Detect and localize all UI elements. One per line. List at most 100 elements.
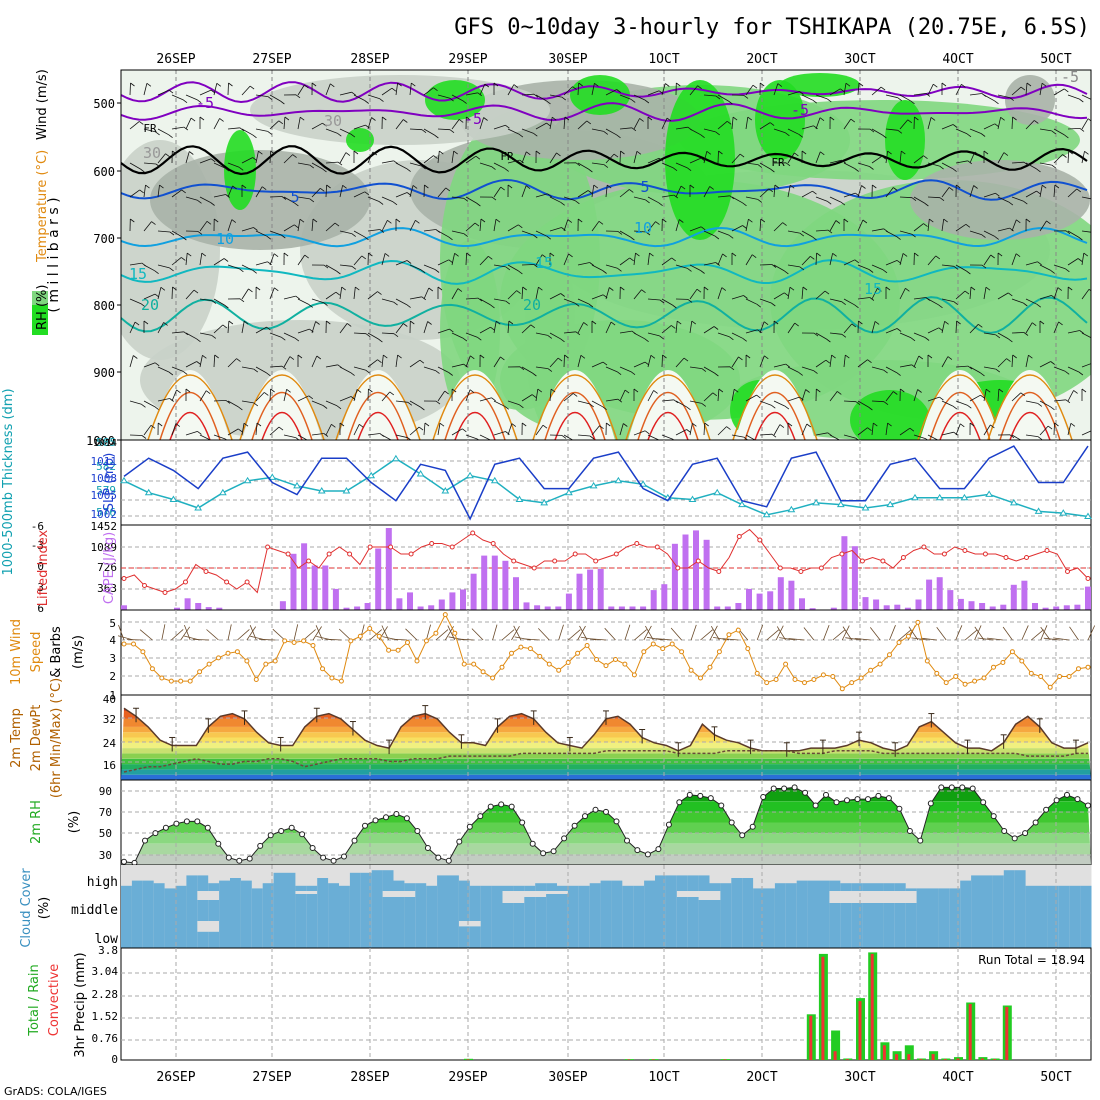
cape-bar — [385, 528, 392, 610]
contour-label: FR — [500, 150, 514, 163]
rh-marker — [288, 824, 295, 831]
wind-barb — [969, 324, 979, 334]
wind-barb — [479, 397, 492, 402]
wind10-marker — [839, 686, 845, 692]
wind-barb — [927, 327, 939, 334]
wind-barb — [633, 430, 646, 436]
cloud-bar-high — [197, 875, 209, 891]
wind-barb-flag — [350, 372, 355, 376]
wind-barb-flag — [978, 323, 983, 328]
wind-barb — [955, 320, 957, 334]
wind-barb-flag — [181, 189, 186, 194]
wind-barb — [899, 196, 913, 199]
wind-barb-flag — [256, 422, 262, 427]
wind-barb-flag — [745, 354, 751, 359]
wind-barb-flag — [484, 83, 490, 88]
wind-barb — [689, 321, 693, 334]
wind-barb — [353, 287, 356, 300]
wind-barb-flag — [1037, 403, 1043, 407]
wind-barb — [227, 358, 237, 368]
wind-barb-flag — [424, 422, 430, 427]
wind-barb — [479, 434, 491, 440]
wind-barb — [283, 356, 291, 368]
wind-barb-flag — [1041, 82, 1047, 87]
wind-barb — [479, 83, 486, 96]
wind-barb-flag — [1065, 268, 1070, 273]
wind-barb-flag — [917, 389, 922, 393]
cloud-bar-low — [894, 921, 907, 948]
wind-barb — [199, 298, 212, 301]
wind-barb — [171, 189, 182, 198]
wind-barb-flag — [729, 366, 735, 371]
cloud-bar-high — [742, 878, 754, 891]
cloud-bar-high — [131, 880, 144, 891]
wind-barb-flag — [295, 94, 301, 99]
lifted-index-marker — [367, 544, 373, 550]
wind-barb — [983, 424, 991, 436]
wind-barb-flag — [475, 155, 481, 160]
wind-barb — [507, 224, 519, 232]
wind-barb-flag — [172, 286, 177, 291]
wind-barb — [521, 93, 535, 96]
wind-barb — [647, 355, 652, 368]
wind-barb-flag — [1094, 199, 1098, 202]
rh-marker — [487, 803, 494, 810]
wind-barb — [605, 185, 608, 198]
cloud-bar-middle — [306, 894, 318, 921]
lifted-index-marker — [470, 530, 476, 536]
wind-barb-flag — [1079, 330, 1084, 334]
cloud-bar-middle — [905, 903, 918, 921]
wind-barb-flag — [196, 338, 201, 343]
cloud-bar-high — [295, 885, 307, 891]
cloud-bar-middle — [404, 897, 416, 921]
wind-barb — [1011, 196, 1024, 202]
wind-barb-flag — [389, 391, 395, 396]
wind-barb — [507, 320, 510, 334]
cloud-bar-middle — [1003, 891, 1016, 921]
wind-barb-flag — [550, 388, 556, 393]
wind-barb — [717, 150, 719, 164]
wind-barb-flag — [1093, 339, 1097, 342]
wind-barb-flag — [322, 405, 328, 409]
wind-barb-flag — [854, 259, 860, 264]
cloud-bar-high — [240, 880, 253, 891]
cape-bar — [407, 592, 413, 610]
wind-barb-flag — [224, 167, 230, 172]
wind-barb-flag — [896, 236, 901, 240]
cloud-empty — [1069, 865, 1081, 891]
cloud-bar-high — [698, 875, 710, 891]
slp-line — [123, 445, 1089, 521]
wind-barb — [787, 322, 796, 334]
wind-barb-flag — [603, 131, 609, 135]
wind-barb — [493, 431, 506, 436]
wind-barb-flag — [700, 270, 705, 274]
wind-barb-flag — [284, 116, 290, 121]
wind-barb-flag — [561, 435, 567, 439]
wind-barb-flag — [843, 218, 849, 223]
lifted-index-marker — [326, 551, 332, 557]
lifted-index-marker — [695, 558, 701, 564]
wind-barb — [605, 287, 610, 300]
wind-barb — [955, 128, 968, 135]
cloud-bar-middle — [982, 891, 994, 921]
wind-barb-flag — [211, 300, 217, 304]
cloud-bar-high — [1080, 885, 1092, 891]
cloud-bar-high — [960, 880, 972, 891]
wind10-marker — [423, 638, 429, 644]
wind-barb — [143, 162, 157, 165]
wind-barb-flag — [316, 355, 322, 360]
rh-marker — [477, 813, 484, 820]
wind-barb — [773, 292, 785, 300]
wind-barb — [941, 219, 945, 232]
wind-barb — [605, 153, 615, 164]
wind-barb — [997, 388, 1000, 402]
wind-barb-flag — [500, 186, 505, 191]
wind-barb — [787, 287, 791, 300]
wind-barb-flag — [252, 157, 257, 161]
wind-barb — [773, 400, 786, 407]
wind-barb — [451, 428, 463, 436]
cloud-empty — [153, 865, 166, 891]
wind-barb — [983, 123, 995, 130]
cloud-bar-high — [415, 883, 427, 891]
wind10-marker — [792, 677, 798, 682]
